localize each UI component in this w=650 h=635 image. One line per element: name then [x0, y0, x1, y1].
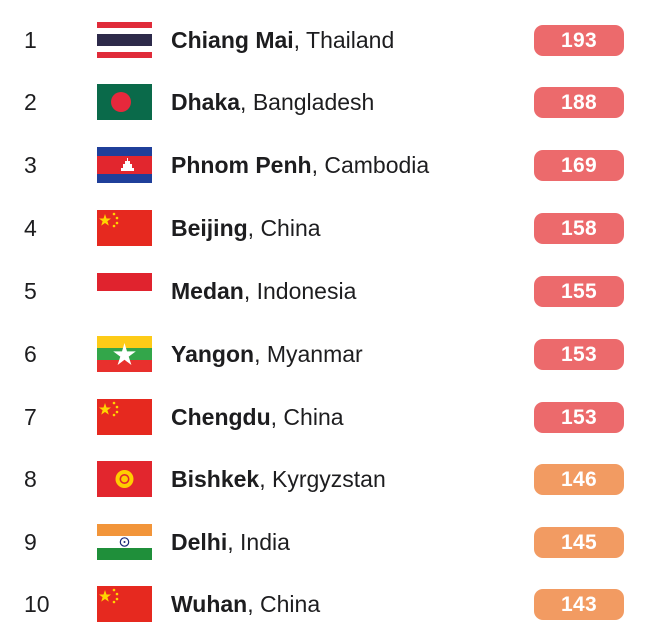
city-label: Chengdu, China — [171, 404, 344, 431]
city-label: Wuhan, China — [171, 591, 320, 618]
aqi-badge: 146 — [534, 464, 624, 495]
aqi-badge: 145 — [534, 527, 624, 558]
ranking-row[interactable]: 9 Delhi, India 145 — [0, 511, 650, 573]
kyrgyzstan-flag-icon — [97, 461, 152, 497]
city-label: Bishkek, Kyrgyzstan — [171, 466, 386, 493]
aqi-badge: 155 — [534, 276, 624, 307]
aqi-badge: 153 — [534, 339, 624, 370]
ranking-row[interactable]: 8 Bishkek, Kyrgyzstan 146 — [0, 448, 650, 510]
city-name: Delhi — [171, 528, 228, 555]
aqi-badge: 169 — [534, 150, 624, 181]
india-flag-icon — [97, 524, 152, 560]
ranking-row[interactable]: 7 Chengdu, China 153 — [0, 386, 650, 448]
city-name: Yangon — [171, 340, 255, 367]
city-label: Chiang Mai, Thailand — [171, 27, 394, 54]
country-name: , Bangladesh — [240, 88, 375, 115]
aqi-badge: 143 — [534, 589, 624, 620]
country-name: , China — [247, 214, 321, 241]
city-name: Wuhan — [171, 590, 248, 617]
city-name: Beijing — [171, 214, 248, 241]
rank-number: 2 — [24, 88, 37, 115]
ranking-row[interactable]: 4 Beijing, China 158 — [0, 197, 650, 259]
city-name: Bishkek — [171, 465, 260, 492]
bangladesh-flag-icon — [97, 84, 152, 120]
country-name: , China — [247, 590, 321, 617]
rank-number: 8 — [24, 465, 37, 492]
cambodia-flag-icon — [97, 147, 152, 183]
china-flag-icon — [97, 210, 152, 246]
ranking-row[interactable]: 1 Chiang Mai, Thailand 193 — [0, 9, 650, 71]
aqi-badge: 153 — [534, 402, 624, 433]
china-flag-icon — [97, 399, 152, 435]
country-name: , Myanmar — [254, 340, 363, 367]
country-name: , India — [227, 528, 290, 555]
ranking-row[interactable]: 3 Phnom Penh, Cambodia 169 — [0, 134, 650, 196]
rank-number: 3 — [24, 151, 37, 178]
ranking-row[interactable]: 2 Dhaka, Bangladesh 188 — [0, 71, 650, 133]
country-name: , China — [270, 403, 344, 430]
city-name: Chiang Mai — [171, 26, 294, 53]
city-label: Beijing, China — [171, 215, 321, 242]
rank-number: 6 — [24, 340, 37, 367]
city-name: Chengdu — [171, 403, 271, 430]
ranking-row[interactable]: 6 Yangon, Myanmar 153 — [0, 323, 650, 385]
aqi-badge: 158 — [534, 213, 624, 244]
china-flag-icon — [97, 586, 152, 622]
indonesia-flag-icon — [97, 273, 152, 309]
rank-number: 1 — [24, 26, 37, 53]
city-label: Medan, Indonesia — [171, 278, 356, 305]
rank-number: 5 — [24, 277, 37, 304]
city-name: Medan — [171, 277, 244, 304]
city-label: Yangon, Myanmar — [171, 341, 363, 368]
ranking-row[interactable]: 5 Medan, Indonesia 155 — [0, 260, 650, 322]
city-name: Phnom Penh — [171, 151, 312, 178]
myanmar-flag-icon — [97, 336, 152, 372]
city-label: Phnom Penh, Cambodia — [171, 152, 429, 179]
city-name: Dhaka — [171, 88, 241, 115]
thailand-flag-icon — [97, 22, 152, 58]
aqi-badge: 188 — [534, 87, 624, 118]
country-name: , Cambodia — [311, 151, 430, 178]
country-name: , Indonesia — [243, 277, 357, 304]
aqi-badge: 193 — [534, 25, 624, 56]
city-label: Delhi, India — [171, 529, 290, 556]
rank-number: 9 — [24, 528, 37, 555]
city-label: Dhaka, Bangladesh — [171, 89, 374, 116]
country-name: , Kyrgyzstan — [259, 465, 386, 492]
rank-number: 7 — [24, 403, 37, 430]
rank-number: 10 — [24, 590, 50, 617]
country-name: , Thailand — [293, 26, 395, 53]
ranking-row[interactable]: 10 Wuhan, China 143 — [0, 573, 650, 635]
rank-number: 4 — [24, 214, 37, 241]
